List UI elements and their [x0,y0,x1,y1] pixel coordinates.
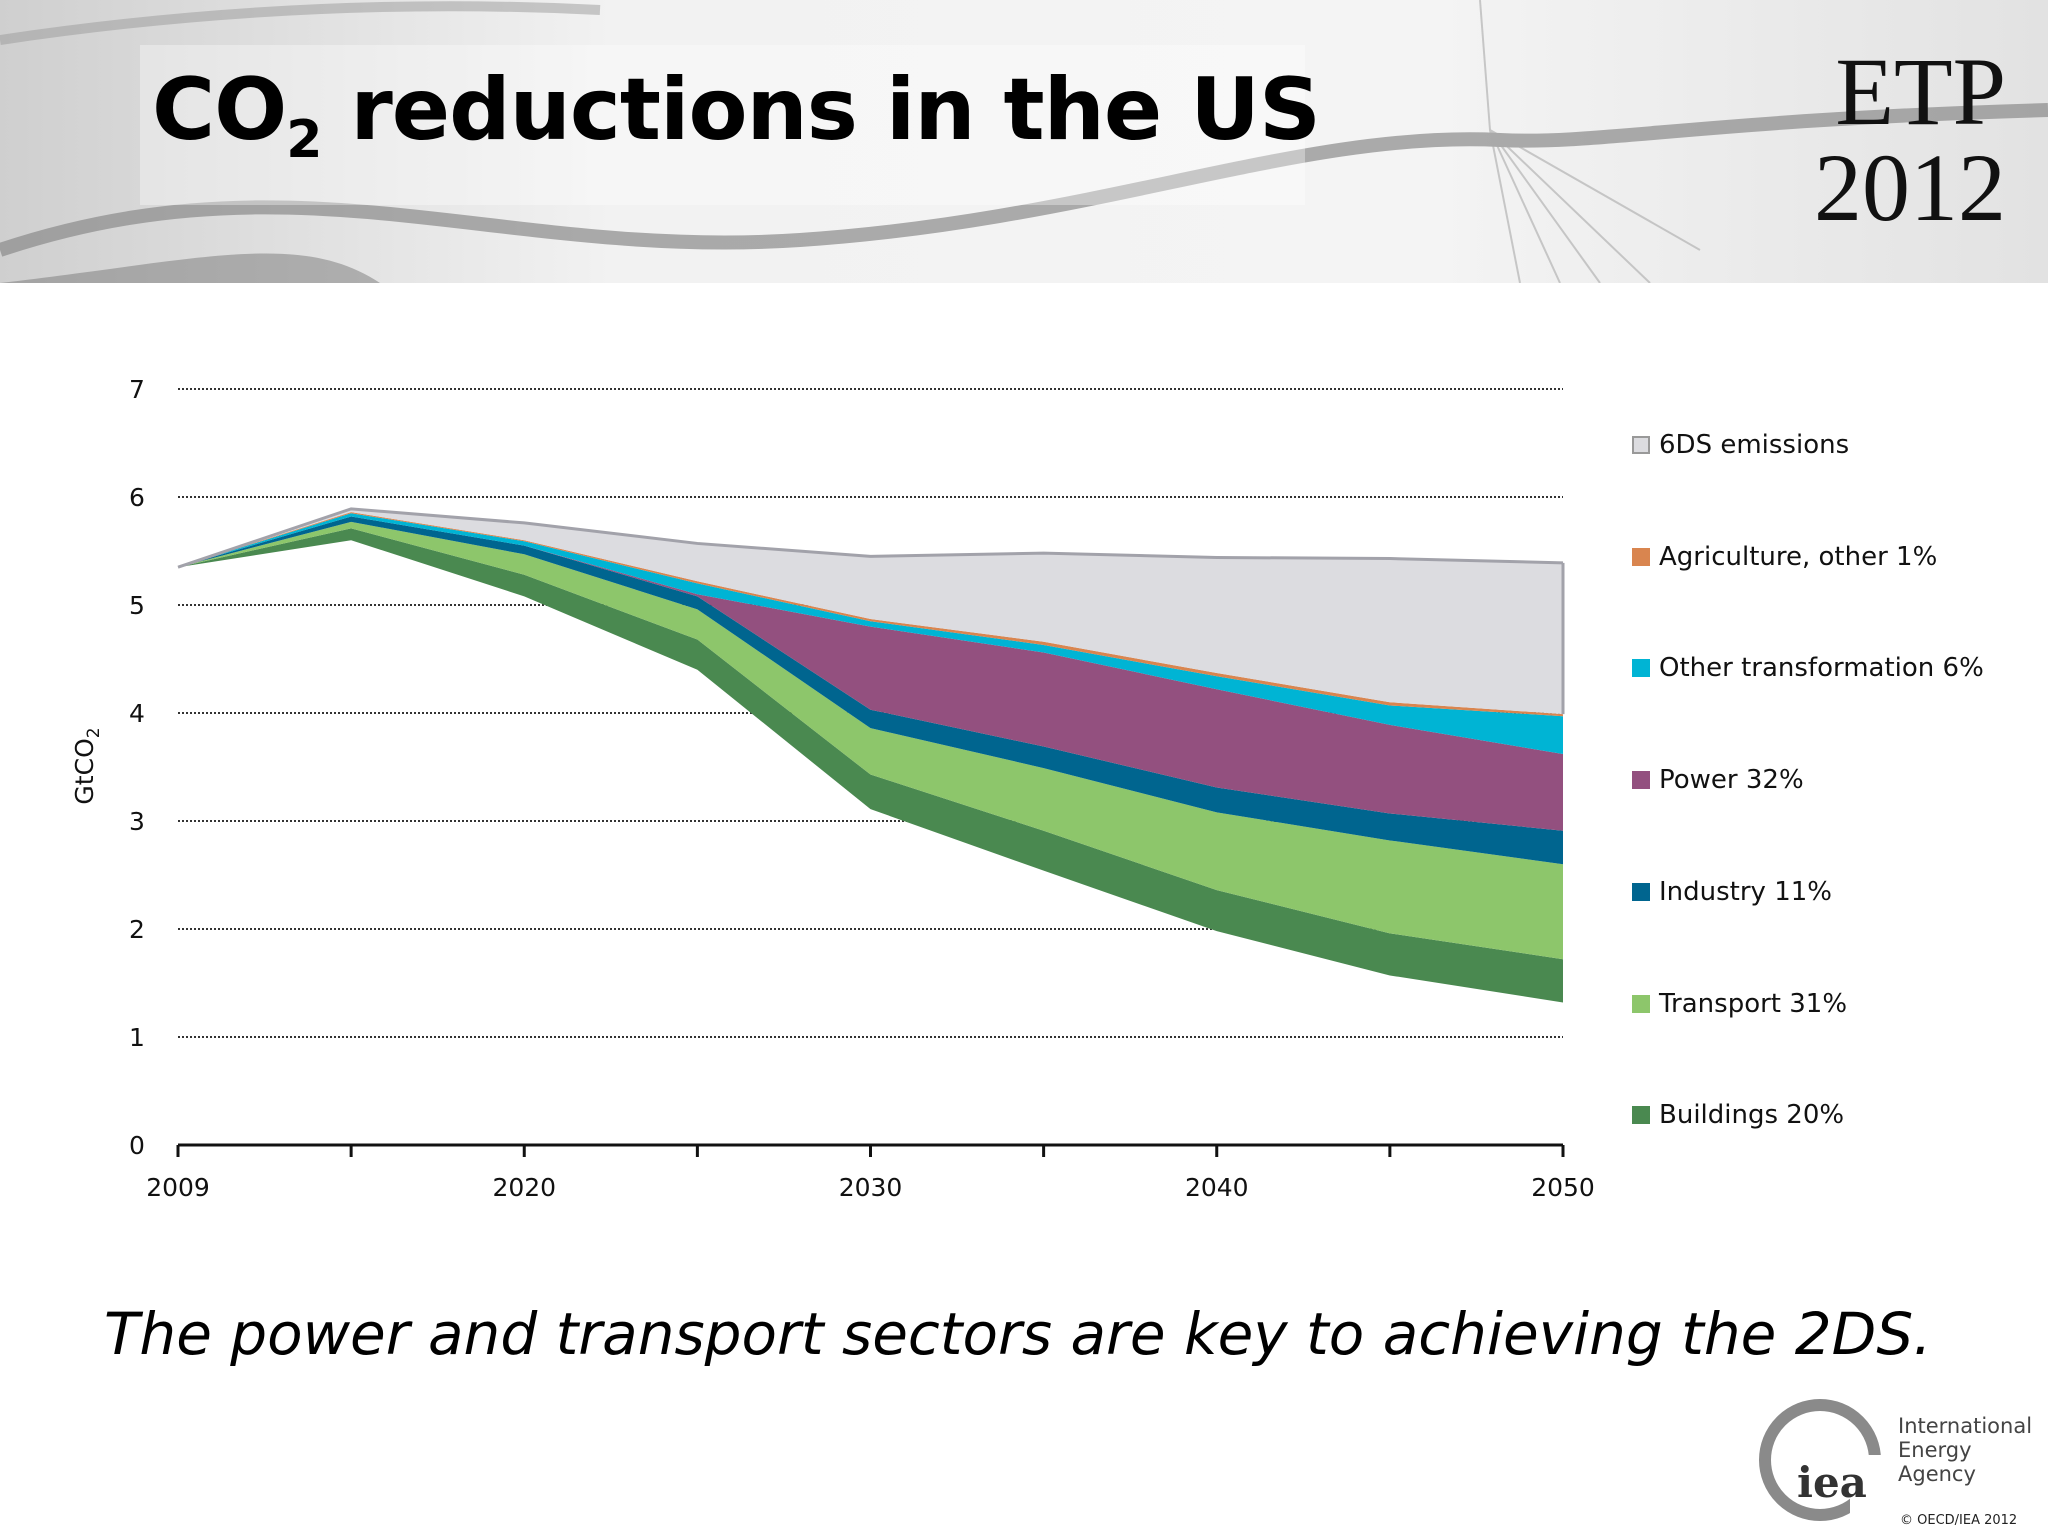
y-tick-label: 5 [129,591,145,620]
x-tick-label: 2020 [492,1173,556,1202]
org-line-2: Energy Agency [1898,1438,1976,1486]
area-transport [178,521,1563,960]
y-tick-label: 6 [129,483,145,512]
legend-item: Power 32% [1632,765,1804,795]
legend-swatch [1632,882,1650,901]
copyright: © OECD/IEA 2012 [1900,1513,2018,1528]
legend-item: Buildings 20% [1632,1100,1844,1130]
legend-label: Power 32% [1659,765,1804,796]
org-line-1: International [1898,1414,2033,1438]
legend-swatch [1632,1106,1650,1125]
etp-badge: ETP 2012 [1814,44,2006,236]
areas [177,507,1565,1003]
legend-swatch [1632,436,1650,454]
x-tick-label: 2009 [146,1173,210,1202]
legend-item: 6DS emissions [1632,430,1849,460]
legend-item: Industry 11% [1632,877,1832,907]
title-rest: reductions in the US [321,60,1321,160]
x-tick-label: 2050 [1531,1173,1595,1202]
title-subscript: 2 [286,110,322,170]
legend-swatch [1632,994,1650,1013]
iea-logo: iea [1759,1399,1910,1521]
legend-label: Industry 11% [1659,876,1832,907]
legend-swatch [1632,771,1650,790]
area-industry [178,516,1563,865]
axes: 0 1 2 3 4 5 6 7 2009 2020 2030 2040 2050 [129,375,1595,1202]
y-tick-label: 2 [129,915,145,944]
legend-label: Other transformation 6% [1659,653,1984,684]
x-tick-label: 2040 [1185,1173,1249,1202]
y-tick-label: 1 [129,1023,145,1052]
y-tick-label: 3 [129,807,145,836]
y-axis-label: GtCO2 [70,727,104,804]
y-tick-label: 4 [129,699,145,728]
title-co: CO [152,60,287,160]
legend-item: Transport 31% [1632,989,1847,1019]
legend-item: Agriculture, other 1% [1632,542,1937,572]
header-banner [0,0,2048,283]
legend-label: Agriculture, other 1% [1659,541,1938,572]
slide-title: CO2 reductions in the US [152,60,1321,170]
area-buildings [178,528,1563,1003]
area-other [178,513,1563,755]
line-6ds-emissions [177,507,1564,569]
area-6ds [178,508,1563,715]
legend-swatch [1632,659,1650,678]
legend-label: 6DS emissions [1659,430,1850,460]
legend-swatch [1632,547,1650,566]
legend-item: Other transformation 6% [1632,653,1984,683]
etp-year: 2012 [1814,134,2006,241]
etp-label: ETP [1835,38,2006,145]
org-name: International Energy Agency [1898,1414,2048,1486]
x-tick-label: 2030 [839,1173,903,1202]
legend-label: Buildings 20% [1659,1100,1845,1131]
caption: The power and transport sectors are key … [104,1300,1932,1368]
logo-text: iea [1797,1458,1867,1507]
legend-label: Transport 31% [1659,988,1848,1019]
y-tick-label: 0 [129,1131,145,1160]
area-power [178,516,1563,831]
y-tick-label: 7 [129,375,145,404]
